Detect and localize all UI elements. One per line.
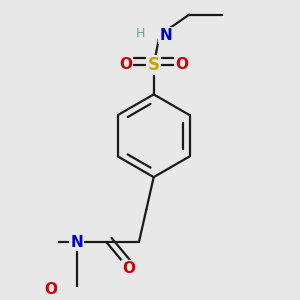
Text: O: O <box>44 282 57 297</box>
Text: N: N <box>159 28 172 43</box>
Text: O: O <box>122 261 135 276</box>
Text: N: N <box>70 235 83 250</box>
Text: S: S <box>148 56 160 74</box>
Text: O: O <box>119 57 132 72</box>
Text: H: H <box>136 27 145 40</box>
Text: O: O <box>175 57 188 72</box>
